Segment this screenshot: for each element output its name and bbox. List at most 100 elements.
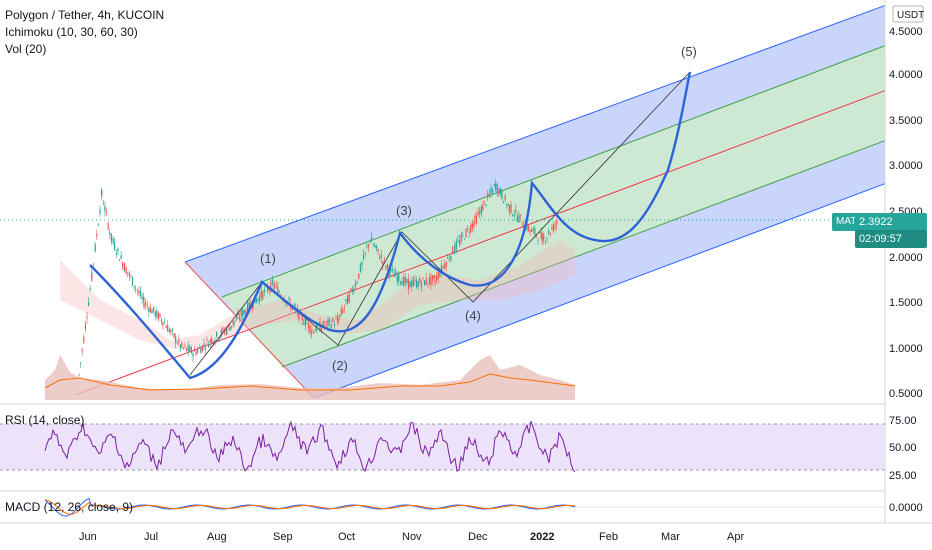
candle-body <box>97 224 99 226</box>
unit-box[interactable] <box>892 5 924 23</box>
rsi-tick: 50.00 <box>889 442 917 454</box>
candle-body <box>157 312 159 320</box>
channel-upper-line <box>184 4 885 263</box>
candle-body <box>178 339 180 343</box>
candle-body <box>216 331 218 337</box>
price-pane[interactable]: (1) (2) (3) (4) (5) <box>0 0 900 400</box>
candle-body <box>452 246 454 255</box>
candle-body <box>363 254 365 260</box>
candle-body <box>220 329 222 336</box>
channel-start-line <box>184 261 315 399</box>
candle-body <box>434 279 436 283</box>
candle-body <box>162 322 164 326</box>
candle-body <box>325 321 327 323</box>
candle-body <box>109 232 111 235</box>
candle-body <box>322 321 324 327</box>
candle-body <box>91 274 93 278</box>
candle-body <box>102 203 104 205</box>
candle-body <box>512 214 514 216</box>
candle-body <box>337 319 339 325</box>
candle-body <box>114 242 116 250</box>
candle-body <box>447 257 449 259</box>
candle-body <box>437 272 439 280</box>
candle-body <box>197 349 199 353</box>
candle-body <box>543 237 545 240</box>
candle-body <box>506 204 508 206</box>
candle-body <box>245 311 247 315</box>
macd-pane[interactable]: MACD (12, 26, close, 9) <box>0 497 885 517</box>
candle-body <box>272 282 274 287</box>
candle-body <box>353 289 355 292</box>
candle-body <box>490 188 492 193</box>
candle-body <box>518 215 520 223</box>
candle-body <box>540 232 542 240</box>
candle-body <box>467 228 469 230</box>
candle-body <box>311 329 313 330</box>
candle-body <box>409 281 411 287</box>
candle-body <box>414 279 416 281</box>
candle-body <box>470 224 472 232</box>
candle-body <box>165 326 167 329</box>
candle-body <box>314 329 316 332</box>
candle-body <box>234 320 236 323</box>
candle-body <box>549 233 551 235</box>
candle-body <box>252 300 254 308</box>
symbol-title[interactable]: Polygon / Tether, 4h, KUCOIN <box>5 8 165 22</box>
channel-lower-line <box>313 183 885 399</box>
time-tick: Oct <box>338 531 355 543</box>
candle-body <box>419 278 421 283</box>
candle-body <box>303 323 305 325</box>
candle-body <box>493 184 495 186</box>
candle-body <box>507 204 509 205</box>
candle-body <box>214 340 216 343</box>
candle-body <box>96 234 98 237</box>
time-axis[interactable]: Jun Jul Aug Sep Oct Nov Dec 2022 Feb Mar… <box>79 531 744 543</box>
candle-body <box>224 331 226 334</box>
candle-body <box>371 237 373 242</box>
price-axis[interactable]: 4.5000 4.0000 3.5000 3.0000 2.5000 2.000… <box>889 26 923 514</box>
candle-body <box>301 315 303 321</box>
candle-body <box>359 264 361 273</box>
candle-body <box>226 329 228 334</box>
ichimoku-cloud <box>60 240 575 350</box>
candle-body <box>212 341 214 345</box>
candle-body <box>460 234 462 242</box>
candle-body <box>138 291 140 294</box>
candle-body <box>406 279 408 283</box>
candle-body <box>333 324 335 326</box>
candle-body <box>501 191 503 200</box>
candle-body <box>455 241 457 250</box>
candle-body <box>411 280 413 288</box>
candle-body <box>80 362 82 364</box>
candle-body <box>535 235 538 236</box>
wave-curve <box>89 71 692 380</box>
candle-body <box>99 209 101 214</box>
candle-body <box>537 240 539 242</box>
candle-body <box>181 342 183 347</box>
volume-legend[interactable]: Vol (20) <box>5 42 47 56</box>
candle-body <box>275 284 277 286</box>
candle-body <box>551 227 553 230</box>
candle-body <box>232 320 234 326</box>
candle-body <box>364 252 366 253</box>
candle-body <box>347 295 349 304</box>
candle-body <box>485 204 487 206</box>
channel-inner-lower-line <box>281 140 885 368</box>
ichimoku-legend[interactable]: Ichimoku (10, 30, 60, 30) <box>5 25 138 39</box>
candle-body <box>198 347 200 348</box>
candle-body <box>475 215 478 224</box>
candle-body <box>430 275 432 285</box>
rsi-pane[interactable]: RSI (14, close) <box>0 413 885 473</box>
price-tick: 1.5000 <box>889 297 923 309</box>
candle-body <box>388 272 390 277</box>
candle-body <box>280 295 282 297</box>
candle-body <box>209 339 211 343</box>
candle-body <box>307 323 310 330</box>
candle-body <box>186 348 188 351</box>
candle-body <box>205 347 207 350</box>
candle-body <box>327 319 329 327</box>
candle-body <box>311 331 313 334</box>
candle-body <box>203 343 205 347</box>
candle-body <box>201 345 203 351</box>
